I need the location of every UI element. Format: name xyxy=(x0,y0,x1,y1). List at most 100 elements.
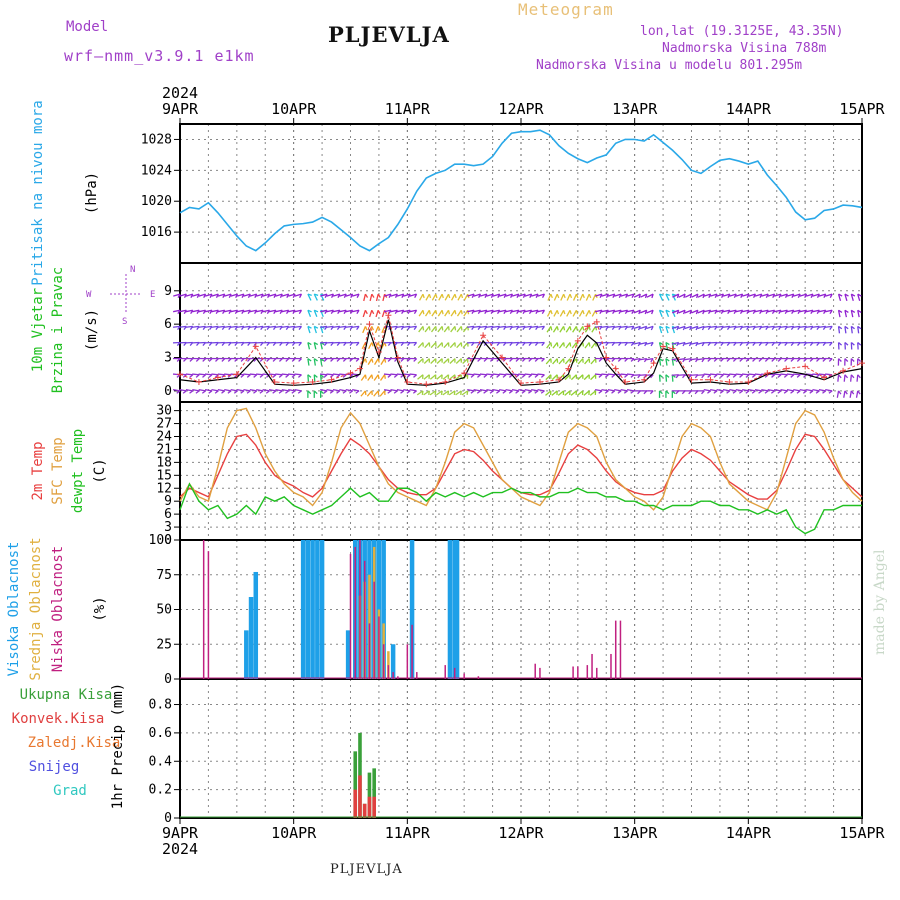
wind-barb xyxy=(754,325,762,328)
wind-barb xyxy=(281,309,289,313)
wind-barb-head xyxy=(541,358,545,362)
wind-barb xyxy=(584,358,590,365)
wind-barb-head xyxy=(810,293,814,298)
x-tick-label-bottom: 13APR xyxy=(612,824,658,842)
wind-barb xyxy=(583,390,590,396)
wind-barb-head xyxy=(428,310,431,315)
wind-barb-head xyxy=(529,293,533,298)
cloud-bar-0 xyxy=(253,571,259,679)
wind-barb xyxy=(288,309,296,313)
wind-barb-head xyxy=(502,374,507,378)
wind-barb-head xyxy=(478,293,482,298)
wind-barb xyxy=(294,389,302,392)
wind-barb-head xyxy=(240,390,245,394)
cloud-bar-2 xyxy=(373,581,375,679)
wind-barb xyxy=(844,326,847,334)
wind-barb xyxy=(780,389,788,392)
wind-barb xyxy=(366,390,373,397)
wind-barb xyxy=(735,293,743,297)
wind-barb xyxy=(243,373,251,376)
wind-barb xyxy=(780,325,788,328)
wind-barb xyxy=(230,309,238,313)
wind-barb xyxy=(812,389,820,392)
wind-barb xyxy=(332,373,340,376)
wind-barb-head xyxy=(496,309,501,315)
wind-barb xyxy=(684,374,692,376)
wind-barb-head xyxy=(857,358,862,362)
wind-gust-marker xyxy=(641,376,648,383)
wind-barb-head xyxy=(739,390,744,394)
wind-barb-head xyxy=(228,309,232,315)
wind-barb xyxy=(367,374,373,381)
wind-barb xyxy=(390,325,398,328)
wind-barb-head xyxy=(364,293,369,298)
wind-barb xyxy=(511,309,520,313)
wind-barb-head xyxy=(259,390,264,394)
wind-barb-head xyxy=(650,358,654,363)
wind-barb-head xyxy=(292,309,296,315)
wind-gust-line xyxy=(179,315,863,385)
wind-barb-head xyxy=(719,390,724,394)
wind-gust-marker xyxy=(356,365,363,372)
wind-barb-head xyxy=(857,325,862,330)
wind-barb xyxy=(579,293,584,301)
wind-barb-head xyxy=(291,390,296,394)
wind-barb xyxy=(307,310,312,318)
wind-barb xyxy=(262,309,270,313)
wind-barb xyxy=(345,325,353,328)
wind-barb-head xyxy=(343,293,347,298)
wind-barb-head xyxy=(644,310,648,315)
wind-barb xyxy=(307,358,310,366)
wind-barb xyxy=(320,373,328,376)
wind-barb xyxy=(217,293,225,297)
wind-barb xyxy=(192,309,200,313)
wind-barb-head xyxy=(624,374,628,378)
wind-gust-marker xyxy=(499,354,506,361)
wind-barb xyxy=(511,325,519,328)
wind-barb xyxy=(601,325,609,328)
wind-barb xyxy=(339,389,347,392)
wind-barb-head xyxy=(745,374,750,378)
wind-barb-head xyxy=(259,374,264,378)
cloud-bar-0 xyxy=(300,540,306,679)
wind-gust-marker xyxy=(650,360,657,367)
wind-barb-head xyxy=(550,293,553,299)
wind-barb xyxy=(577,358,584,365)
wind-barb xyxy=(505,293,513,297)
wind-barb xyxy=(684,293,692,298)
wind-barb-head xyxy=(588,293,592,299)
wind-barb-head xyxy=(651,310,654,315)
wind-barb-head xyxy=(497,293,501,298)
wind-barb xyxy=(729,389,737,392)
y-tick-label: 0 xyxy=(164,811,172,826)
wind-barb-head xyxy=(377,293,381,298)
year-label-top: 2024 xyxy=(162,84,198,102)
wind-barb-head xyxy=(765,309,769,315)
wind-barb-head xyxy=(509,309,514,315)
wind-barb xyxy=(198,325,206,328)
wind-barb-head xyxy=(771,309,776,315)
wind-barb xyxy=(710,293,718,297)
wind-barb xyxy=(843,374,846,382)
wind-gust-marker xyxy=(584,323,591,330)
wind-barb-head xyxy=(624,309,629,315)
wind-barb xyxy=(492,293,500,297)
wind-barb xyxy=(431,309,437,317)
wind-barb xyxy=(646,341,654,345)
wind-barb xyxy=(379,374,386,381)
wind-barb-head xyxy=(307,325,312,329)
wind-barb-head xyxy=(227,390,232,394)
wind-barb xyxy=(436,342,443,349)
wind-barb-head xyxy=(412,390,417,394)
wind-barb-head xyxy=(320,374,325,378)
wind-barb xyxy=(268,373,276,376)
wind-barb xyxy=(594,389,603,392)
wind-barb xyxy=(818,373,826,376)
wind-barb xyxy=(697,357,705,361)
wind-barb xyxy=(546,326,552,333)
wind-barb xyxy=(192,293,200,297)
wind-barb-head xyxy=(733,293,737,298)
y-tick-label: 9 xyxy=(164,284,172,299)
wind-barb xyxy=(463,293,469,301)
